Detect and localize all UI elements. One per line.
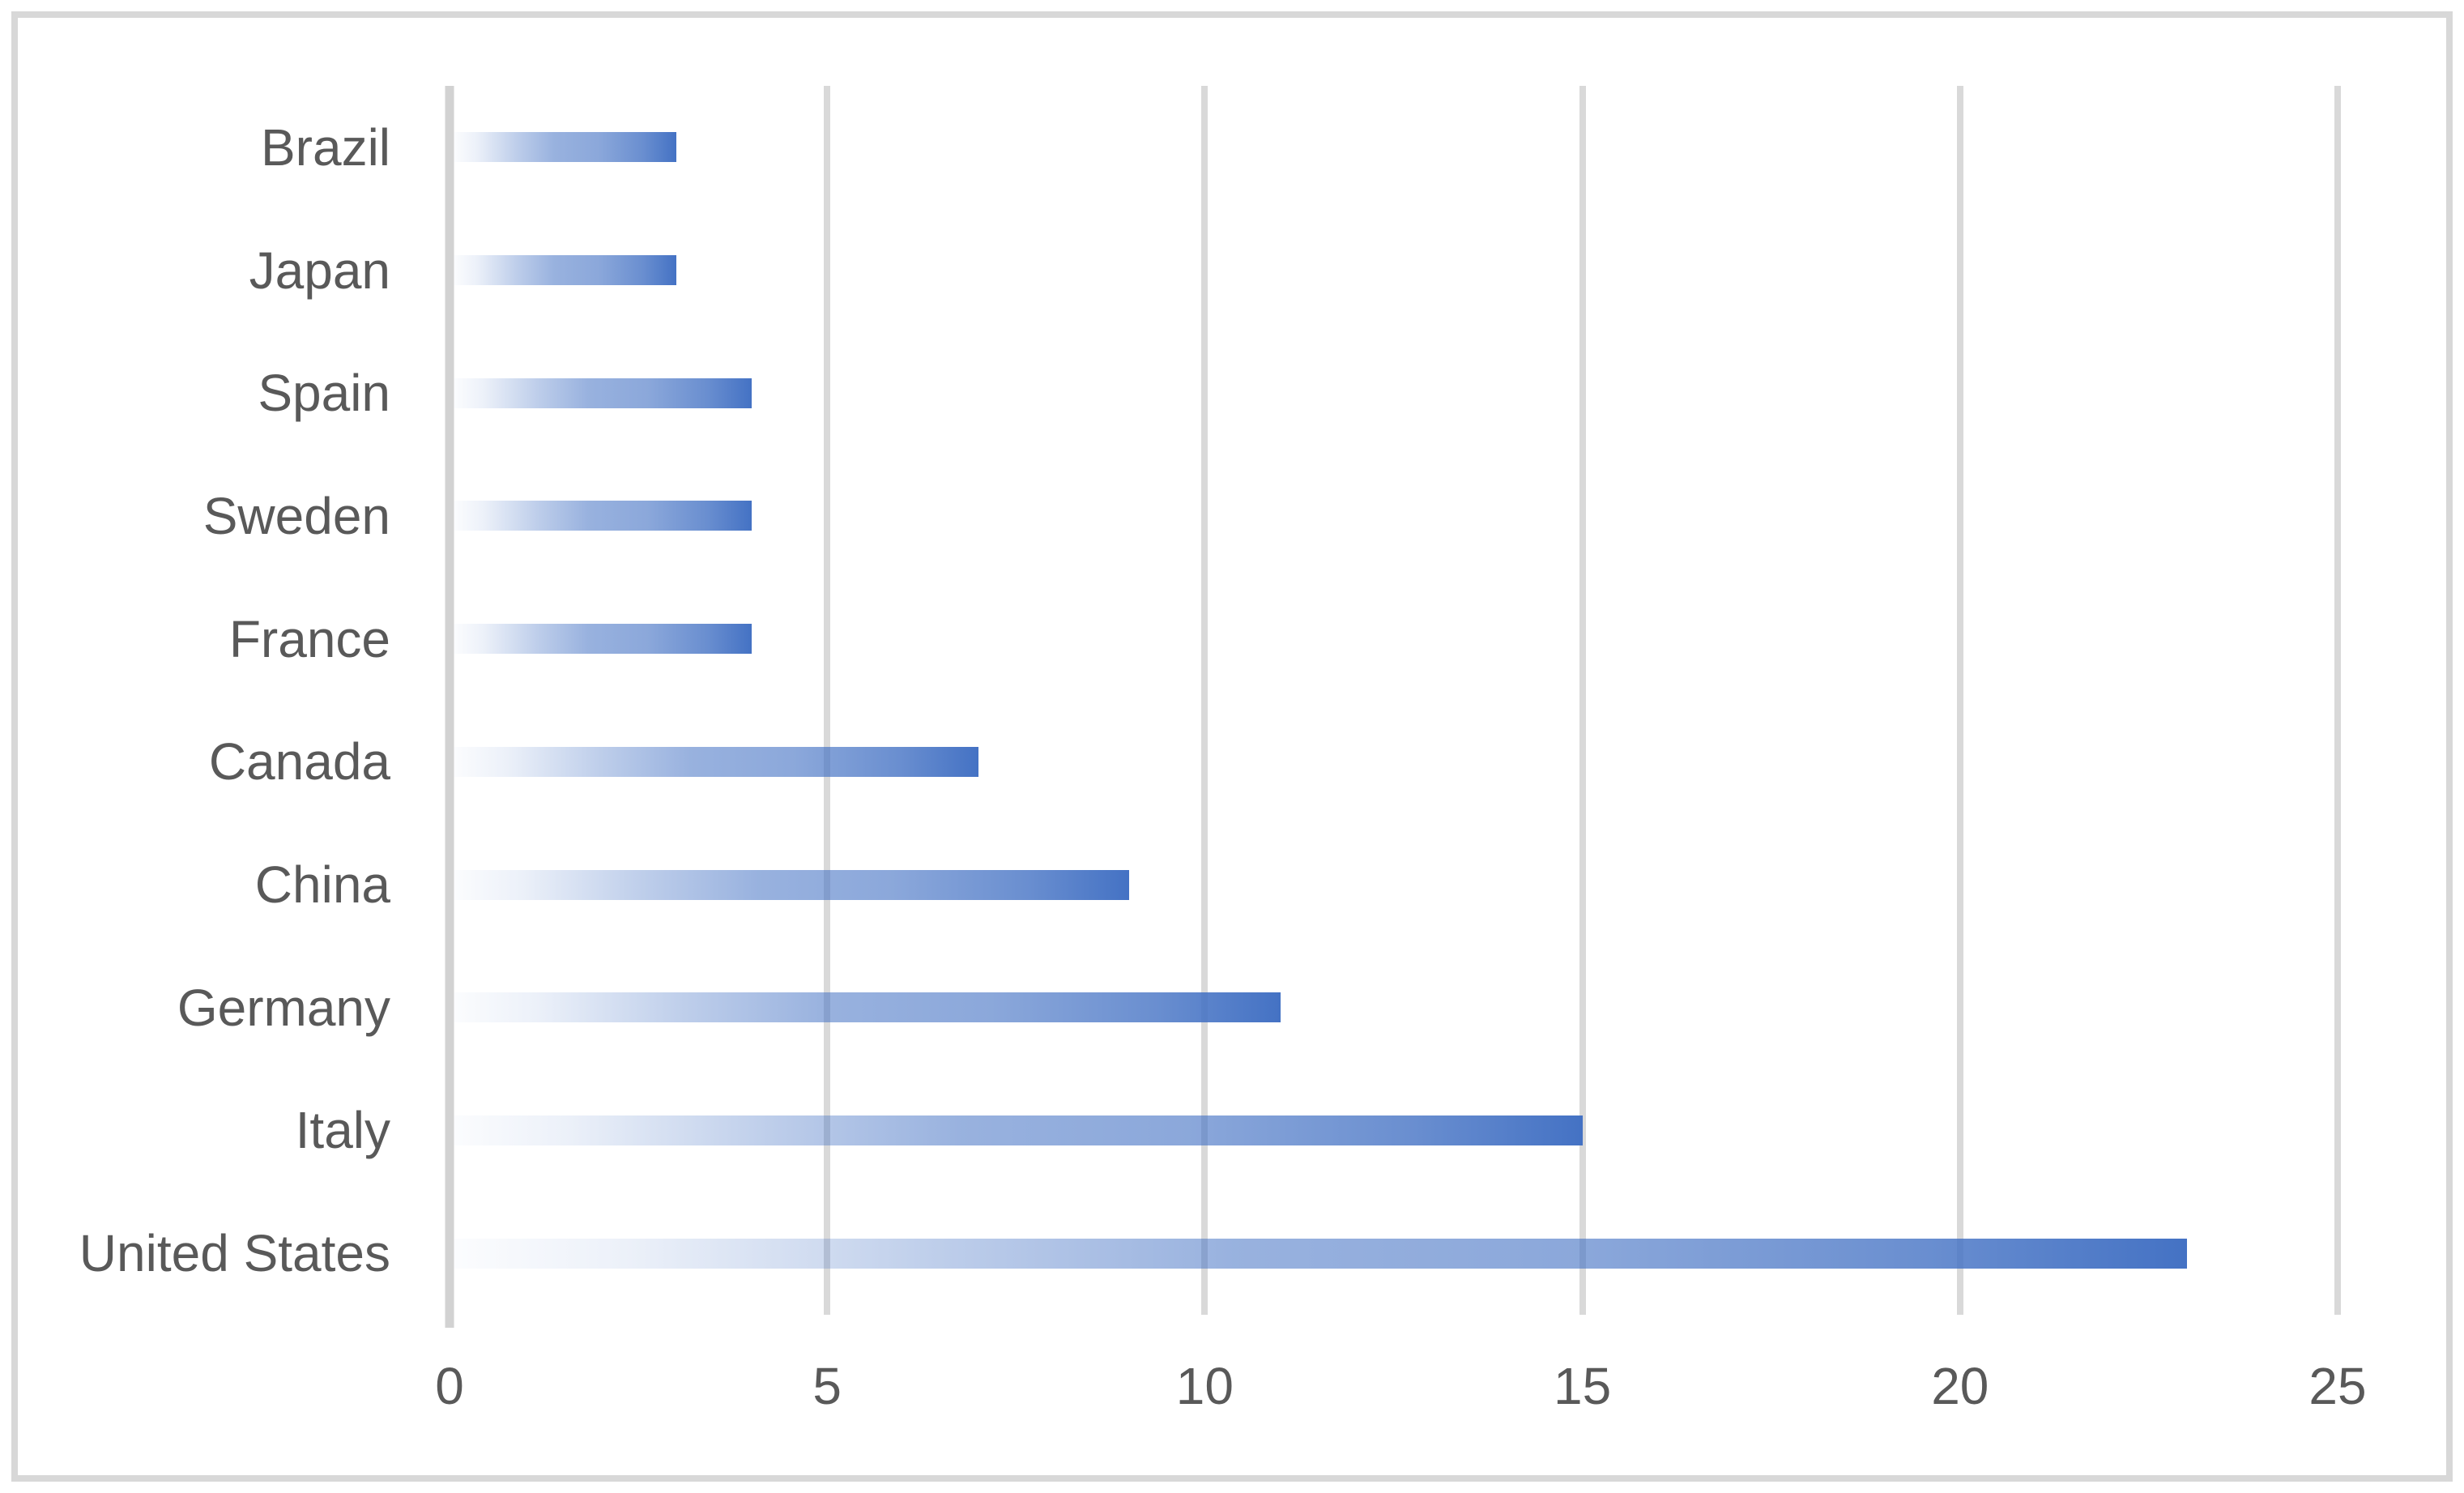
bar-france[interactable] <box>454 624 752 655</box>
bar-canada[interactable] <box>454 746 978 777</box>
bar-germany[interactable] <box>454 992 1281 1023</box>
bar-spain[interactable] <box>454 378 752 408</box>
chart-area[interactable] <box>11 11 2453 1482</box>
bar-brazil[interactable] <box>454 132 676 163</box>
bar-italy[interactable] <box>454 1115 1583 1145</box>
bar-united-states[interactable] <box>454 1238 2187 1269</box>
bar-china[interactable] <box>454 869 1130 900</box>
bar-sweden[interactable] <box>454 501 752 531</box>
bar-japan[interactable] <box>454 255 676 286</box>
